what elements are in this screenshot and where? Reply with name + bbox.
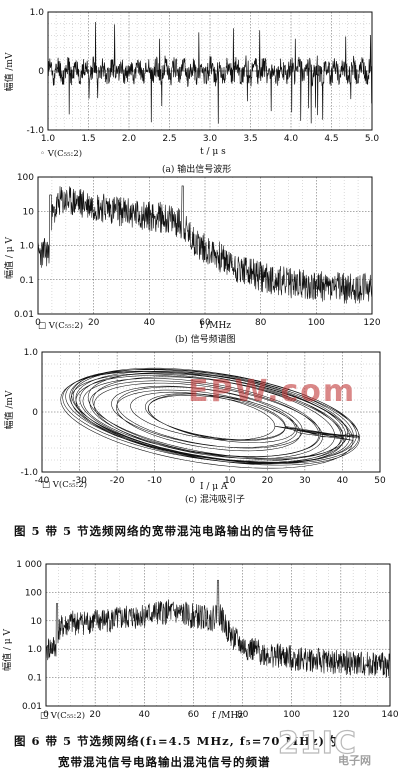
- chart-b-ytick: 0.01: [14, 310, 34, 320]
- watermark-bottom: 21IC: [277, 725, 357, 761]
- chart-a-xtick: 3.0: [203, 134, 218, 144]
- chart-a-legend-marker: ◦: [40, 149, 48, 159]
- chart-d-xlabel: f /MHz: [212, 711, 243, 721]
- chart-d-xtick: 60: [188, 710, 200, 720]
- chart-a-xtick: 4.5: [324, 134, 338, 144]
- chart-b-xtick: 120: [363, 318, 380, 328]
- chart-b-title: (b) 信号频谱图: [175, 333, 236, 345]
- chart-a-xtick: 2.5: [162, 134, 176, 144]
- chart-a-series-line: [47, 21, 373, 124]
- chart-a-legend: ◦ V(C₅₅:2): [40, 148, 82, 159]
- chart-c-ytick: 0: [32, 408, 38, 418]
- chart-c-ylabel: 幅值 /mV: [3, 390, 15, 429]
- chart-b-ytick: 0.1: [20, 276, 34, 286]
- chart-c-legend-marker: □: [42, 480, 53, 490]
- chart-c-xlabel: I / μ A: [200, 482, 228, 492]
- chart-d-xtick: 100: [283, 710, 300, 720]
- chart-c-series-line: [60, 367, 360, 469]
- chart-b-xlabel: f /MHz: [200, 321, 231, 331]
- chart-b-xtick: 20: [88, 318, 100, 328]
- chart-d-series-line: [45, 580, 391, 678]
- chart-b-ytick: 10: [23, 207, 35, 217]
- chart-b-xtick: 60: [199, 318, 211, 328]
- chart-d-legend: □ V(C₅₅:2): [40, 710, 85, 721]
- chart-c-ytick: -1.0: [20, 468, 38, 478]
- watermark-bottom-subtext: 电子网: [338, 754, 371, 767]
- chart-b-legend-label: V(C₅₅:2): [48, 320, 83, 331]
- chart-b-ytick: 1.0: [20, 242, 35, 252]
- chart-b-xtick: 80: [255, 318, 267, 328]
- figure6-caption-line1: 图 6 带 5 节选频网络(f₁=4.5 MHz, f₅=70 MHz)的: [14, 734, 338, 748]
- chart-c-xtick: 30: [299, 476, 311, 486]
- chart-b-ytick: 100: [17, 173, 34, 183]
- chart-d-ytick: 0.1: [28, 674, 42, 684]
- chart-c-xtick: 10: [224, 476, 236, 486]
- chart-a-ytick: 1.0: [30, 8, 45, 18]
- chart-d-ytick: 100: [25, 588, 42, 598]
- chart-b-legend-marker: □: [38, 321, 49, 331]
- chart-c-xtick: -10: [147, 476, 162, 486]
- chart-a-xtick: 1.5: [81, 134, 95, 144]
- chart-a-ylabel: 幅值 /mV: [3, 52, 15, 91]
- chart-b-signal-spectrum: 0 20 40 60 80 100 120 100 10 1.0 0.1 0.01: [14, 173, 381, 328]
- chart-a-xtick: 1.0: [41, 134, 56, 144]
- chart-c-chaotic-attractor: -40 -30 -20 -10 0 10 20 30 40 50 1.0 0 -1.0: [20, 348, 386, 486]
- chart-a-xtick: 5.0: [365, 134, 380, 144]
- chart-d-broadband-spectrum: 0 20 40 60 80 100 120 140 1 000 100 10 1.0 0.1 0.01: [16, 560, 399, 720]
- chart-b-xtick: 100: [308, 318, 325, 328]
- chart-c-xtick: -30: [72, 476, 87, 486]
- chart-c-xtick: -40: [35, 476, 50, 486]
- chart-a-xtick: 4.0: [284, 134, 299, 144]
- chart-b-ylabel: 幅值 / μ V: [3, 237, 15, 279]
- chart-a-xtick: 3.5: [243, 134, 257, 144]
- chart-d-xtick: 140: [381, 710, 398, 720]
- chart-d-ytick: 10: [31, 617, 43, 627]
- chart-a-title: (a) 输出信号波形: [162, 163, 231, 175]
- chart-b-legend: □ V(C₅₅:2): [38, 320, 83, 331]
- chart-b-xtick: 40: [144, 318, 156, 328]
- chart-c-ytick: 1.0: [24, 348, 39, 358]
- chart-a-legend-label: V(C₅₅:2): [47, 148, 82, 159]
- chart-c-xtick: 50: [374, 476, 386, 486]
- chart-d-ytick: 1.0: [28, 645, 43, 655]
- chart-c-xtick: -20: [110, 476, 125, 486]
- chart-d-legend-marker: □: [40, 711, 51, 721]
- chart-d-ytick: 1 000: [16, 560, 42, 570]
- chart-c-legend-label: V(C₅₅:2): [52, 479, 87, 490]
- chart-d-ylabel: 幅值 / μ V: [1, 629, 13, 671]
- chart-d-xtick: 80: [237, 710, 249, 720]
- figure5-caption: 图 5 带 5 节选频网络的宽带混沌电路输出的信号特征: [14, 524, 315, 538]
- chart-c-plot-frame: [41, 351, 381, 473]
- chart-a-ytick: 0: [38, 67, 44, 77]
- chart-d-plot-frame: [45, 563, 391, 707]
- chart-b-plot-frame: [37, 176, 373, 315]
- chart-d-xtick: 0: [43, 710, 49, 720]
- chart-a-xtick: 2.0: [122, 134, 137, 144]
- chart-a-ytick: -1.0: [26, 126, 44, 136]
- chart-d-xtick: 20: [89, 710, 101, 720]
- figure6-caption-line2: 宽带混沌信号电路输出混沌信号的频谱: [58, 755, 271, 769]
- chart-d-xtick: 120: [332, 710, 349, 720]
- watermark-top: EPW.com: [188, 374, 357, 409]
- chart-b-xtick: 0: [35, 318, 41, 328]
- chart-c-legend: □ V(C₅₅:2): [42, 479, 87, 490]
- chart-a-xlabel: t / μ s: [200, 147, 226, 157]
- chart-d-xtick: 40: [139, 710, 151, 720]
- chart-c-xtick: 40: [337, 476, 349, 486]
- chart-c-xtick: 20: [262, 476, 274, 486]
- chart-c-title: (c) 混沌吸引子: [185, 493, 245, 505]
- chart-d-legend-label: V(C₅₅:2): [50, 710, 85, 721]
- chart-a-output-waveform: 1.0 1.5 2.0 2.5 3.0 3.5 4.0 4.5 5.0 1.0 0 -1.0: [26, 8, 379, 144]
- chart-d-ytick: 0.01: [22, 702, 42, 712]
- chart-b-series-line: [37, 185, 373, 304]
- chart-c-xtick: 0: [189, 476, 195, 486]
